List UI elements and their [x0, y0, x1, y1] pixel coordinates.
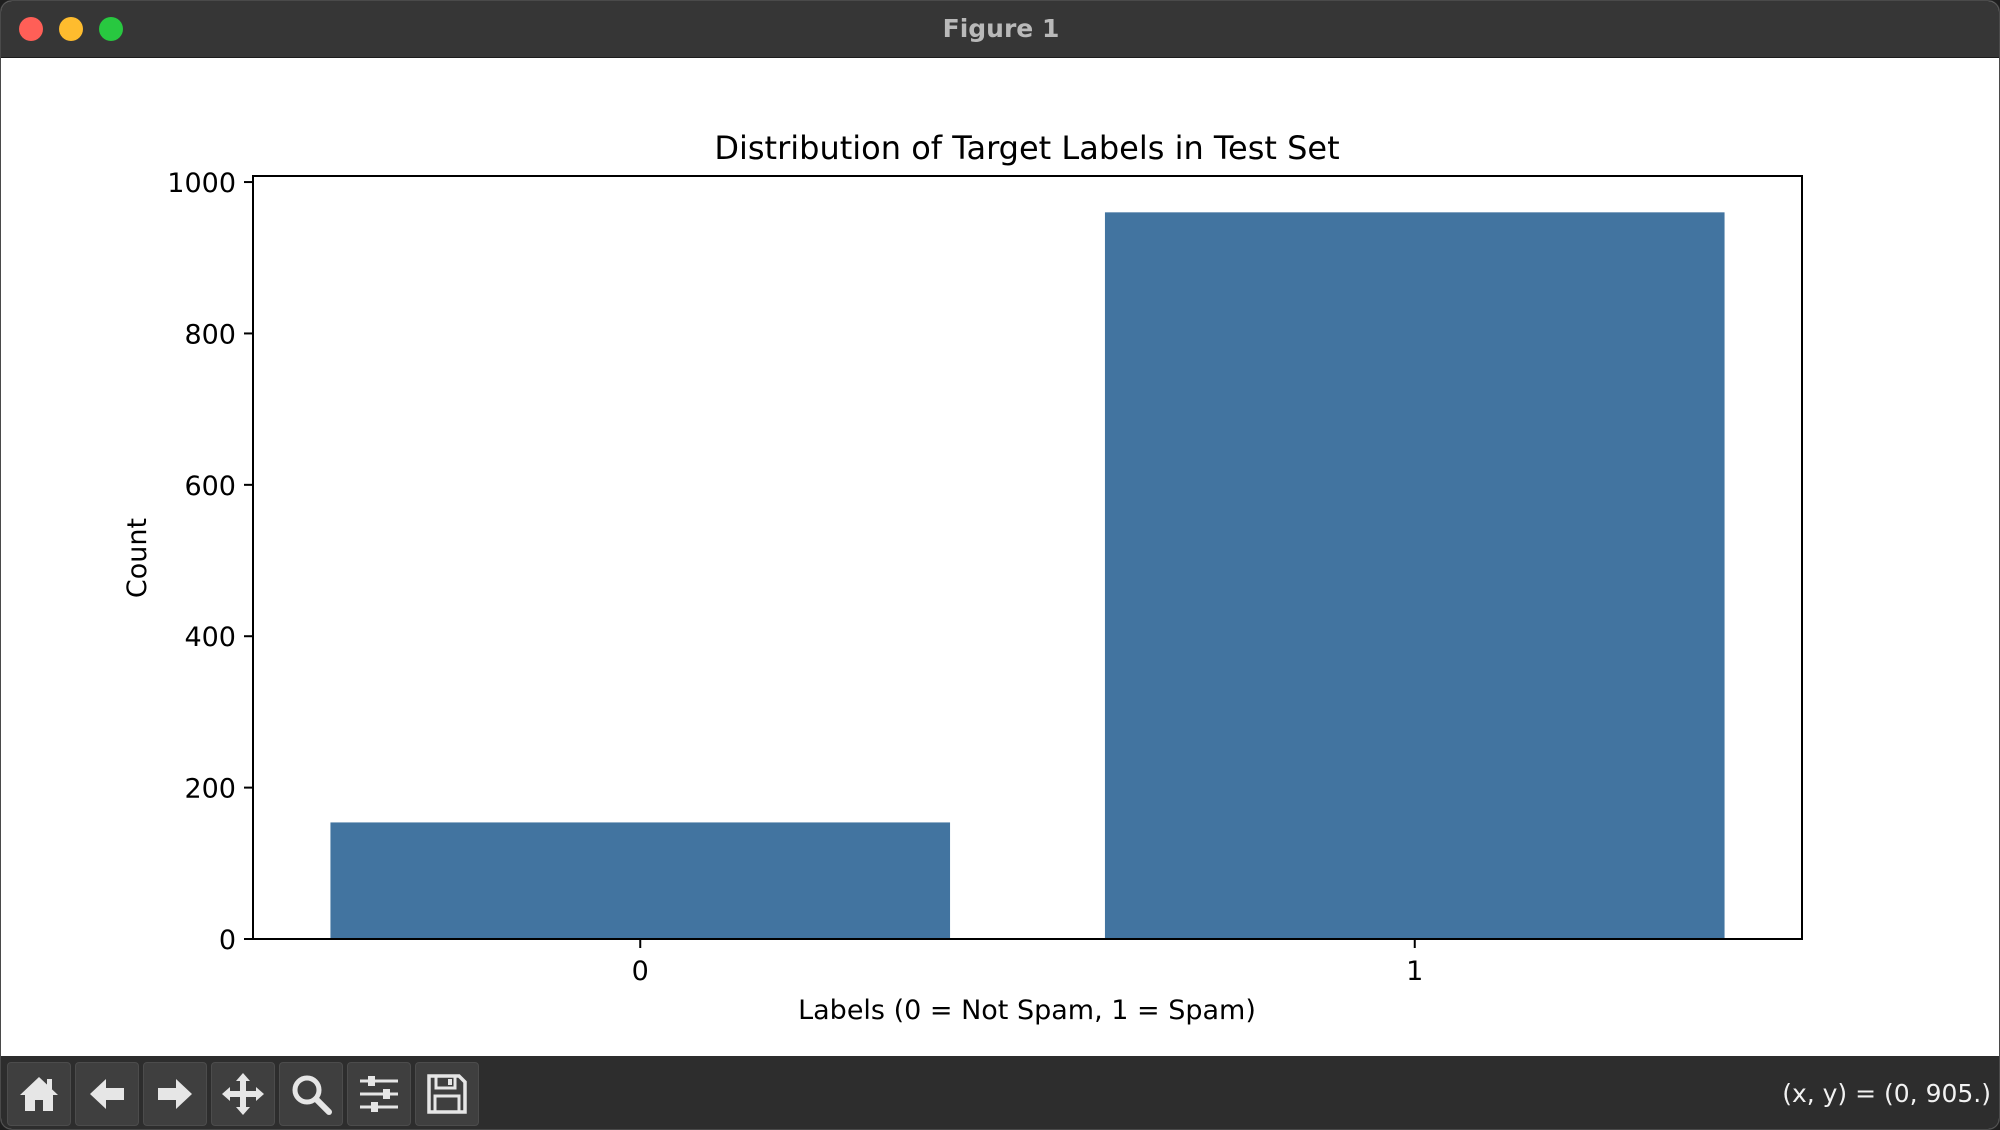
zoom-icon: [292, 1075, 332, 1115]
window-title: Figure 1: [942, 14, 1060, 43]
y-tick-label: 600: [184, 471, 236, 502]
y-tick-label: 1000: [167, 168, 236, 199]
y-axis-ticks: 0 200 400 600 800 1000: [167, 168, 253, 956]
configure-subplots-icon: [360, 1076, 398, 1112]
bars-group: [330, 212, 1725, 940]
x-tick-label: 0: [632, 956, 649, 987]
save-button[interactable]: [415, 1062, 479, 1126]
navigation-toolbar: (x, y) = (0, 905.): [1, 1056, 1999, 1129]
title-bar[interactable]: Figure 1: [1, 1, 1999, 58]
maximize-window-button[interactable]: [99, 17, 123, 41]
figure-canvas[interactable]: Distribution of Target Labels in Test Se…: [1, 58, 1999, 1056]
y-axis-label: Count: [122, 518, 153, 598]
forward-button[interactable]: [143, 1062, 207, 1126]
bar-1: [1104, 212, 1725, 940]
y-tick-label: 400: [184, 622, 236, 653]
y-tick-label: 0: [219, 925, 236, 956]
pan-icon: [222, 1073, 264, 1115]
chart-title: Distribution of Target Labels in Test Se…: [714, 129, 1339, 167]
back-arrow-icon: [90, 1079, 124, 1109]
bar-0: [330, 822, 951, 939]
x-axis-label: Labels (0 = Not Spam, 1 = Spam): [798, 995, 1256, 1026]
home-icon: [20, 1077, 58, 1111]
y-tick-label: 200: [184, 774, 236, 805]
y-tick-label: 800: [184, 319, 236, 350]
plot-frame: [252, 175, 1803, 940]
home-button[interactable]: [7, 1062, 71, 1126]
zoom-button[interactable]: [279, 1062, 343, 1126]
cursor-coordinates: (x, y) = (0, 905.): [1782, 1079, 1991, 1108]
bar-chart: Distribution of Target Labels in Test Se…: [122, 129, 1803, 1026]
pan-button[interactable]: [211, 1062, 275, 1126]
forward-arrow-icon: [158, 1079, 192, 1109]
x-tick-label: 1: [1406, 956, 1423, 987]
back-button[interactable]: [75, 1062, 139, 1126]
minimize-window-button[interactable]: [59, 17, 83, 41]
configure-subplots-button[interactable]: [347, 1062, 411, 1126]
close-window-button[interactable]: [19, 17, 43, 41]
save-icon: [427, 1074, 467, 1114]
